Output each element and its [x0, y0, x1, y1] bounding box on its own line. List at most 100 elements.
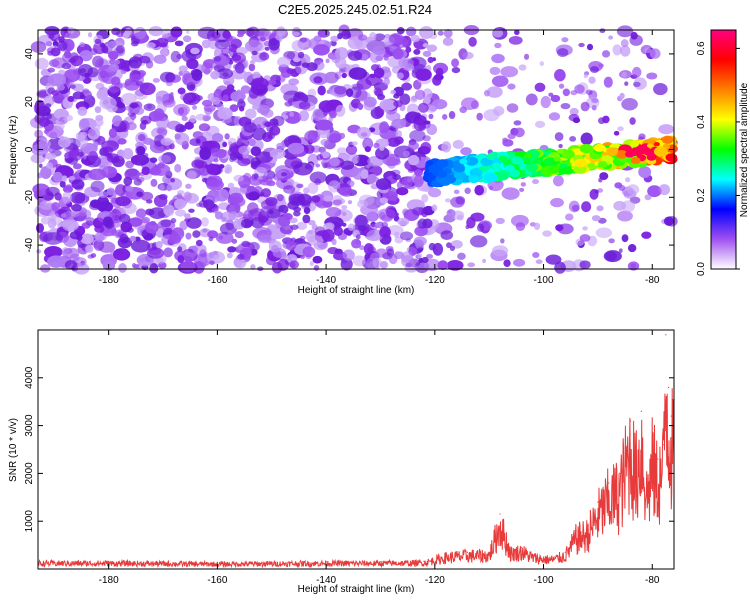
spectrogram-cell — [518, 64, 527, 71]
spectrogram-cell — [67, 95, 75, 103]
spectrogram-cell — [355, 234, 361, 240]
spectrogram-cell — [580, 101, 590, 112]
spectrogram-cell — [603, 76, 613, 88]
spectrogram-cell — [432, 242, 444, 256]
spectrogram-cell — [620, 45, 631, 57]
spectrogram-signal-cell — [561, 149, 575, 159]
spectrogram-cell — [146, 42, 156, 49]
spectrogram-cell — [309, 260, 314, 267]
spectrogram-cell — [373, 142, 380, 149]
spectrogram-cell — [373, 67, 385, 79]
spectrogram-cell — [271, 261, 283, 274]
spectrogram-cell — [125, 105, 131, 111]
spectrogram-cell — [338, 186, 352, 197]
spectrogram-cell — [410, 98, 418, 103]
spectrogram-cell — [92, 141, 99, 148]
spectrogram-signal-cell — [486, 168, 495, 175]
spectrogram-signal-cell — [593, 143, 606, 152]
snr-point — [510, 549, 512, 551]
snr-point — [657, 458, 659, 460]
colorbar-gradient — [710, 29, 737, 270]
spectrogram-cell — [155, 90, 170, 102]
spectrogram-cell — [375, 178, 392, 190]
spectrogram-cell — [115, 196, 131, 207]
spectrogram-cell — [314, 226, 326, 237]
spectrogram-cell — [417, 247, 423, 253]
spectrogram-cell — [341, 29, 351, 40]
spectrogram-cell — [126, 122, 137, 131]
spectrogram-cell — [349, 86, 362, 99]
spectrogram-cell — [296, 221, 308, 231]
spectrogram-cell — [446, 242, 452, 249]
spectrogram-cell — [608, 35, 614, 40]
spectrogram-signal-cell — [605, 147, 619, 157]
spectrogram-cell — [601, 50, 611, 58]
spectrogram-cell — [525, 93, 538, 106]
spectrogram-cell — [613, 130, 620, 136]
spectrogram-cell — [379, 99, 397, 111]
spectrogram-cell — [288, 78, 300, 86]
spectrogram-cell — [240, 85, 251, 94]
spectrogram-cell — [266, 208, 281, 219]
spectrogram-cell — [236, 32, 244, 38]
spectrogram-cell — [402, 176, 413, 189]
spectrogram-cell — [422, 43, 429, 48]
spectrogram-cell — [148, 139, 155, 147]
spectrogram-cell — [102, 146, 114, 155]
spectrogram-cell — [591, 98, 599, 104]
spectrogram-cell — [618, 248, 623, 253]
spectrogram-cell — [238, 145, 252, 155]
spectrogram-cell — [46, 162, 54, 169]
spectrogram-cell — [363, 243, 374, 255]
spectrogram-cell — [491, 53, 505, 64]
spectrogram-cell — [220, 47, 231, 55]
spectrogram-signal-cell — [492, 162, 501, 169]
spectrogram-cell — [272, 115, 285, 127]
spectrogram-cell — [117, 138, 127, 145]
spectrogram-cell — [426, 253, 434, 259]
spectrogram-cell — [199, 147, 211, 161]
spectrogram-cell — [357, 103, 364, 111]
spectrogram-cell — [44, 25, 60, 36]
snr-plot-area — [38, 330, 674, 569]
spectrogram-cell — [122, 148, 134, 160]
spectrogram-cell — [393, 93, 400, 99]
spectrogram-cell — [70, 204, 82, 212]
spectrogram-panel: -180 -160 -140 -120 -100 -80 -40 -20 0 20 40 Heig… — [8, 24, 678, 296]
spectrogram-cell — [396, 187, 409, 196]
spectrogram-cell — [298, 110, 310, 122]
spectrogram-cell — [372, 257, 382, 269]
spectrogram-cell — [325, 58, 330, 64]
spectrogram-cell — [391, 118, 407, 129]
spectrogram-cell — [591, 215, 601, 222]
spectrogram-cell — [500, 238, 505, 244]
spectrogram-cell — [226, 166, 231, 172]
spectrogram-cell — [390, 89, 397, 95]
spectrogram-cell — [351, 141, 358, 146]
spectrogram-cell — [562, 88, 571, 97]
spectrogram-cell — [293, 210, 301, 217]
spectrogram-cell — [240, 218, 253, 229]
spectrogram-cell — [68, 147, 84, 161]
spectrogram-cell — [532, 251, 540, 258]
spectrogram-cell — [413, 48, 421, 55]
spectrogram-cell — [630, 263, 636, 269]
snr-point — [629, 420, 632, 422]
colorbar-tick-label: 0.4 — [696, 115, 707, 129]
spectrogram-cell — [494, 42, 502, 49]
spectrogram-cell — [303, 187, 310, 194]
spectrogram-cell — [464, 187, 471, 195]
spectrogram-cell — [453, 189, 460, 195]
spectrogram-cell — [192, 243, 207, 255]
spectrogram-cell — [135, 80, 143, 86]
spectrogram-cell — [119, 213, 131, 224]
spectrogram-cell — [326, 130, 342, 144]
spectrogram-cell — [442, 113, 448, 120]
spectrogram-cell — [182, 92, 201, 106]
spectrogram-heatmap — [29, 24, 678, 275]
spectrogram-cell — [501, 187, 520, 200]
spectrogram-cell — [278, 204, 289, 215]
spectrogram-signal-cell — [625, 150, 635, 158]
spectrogram-cell — [421, 256, 429, 263]
snr-point — [670, 415, 672, 417]
